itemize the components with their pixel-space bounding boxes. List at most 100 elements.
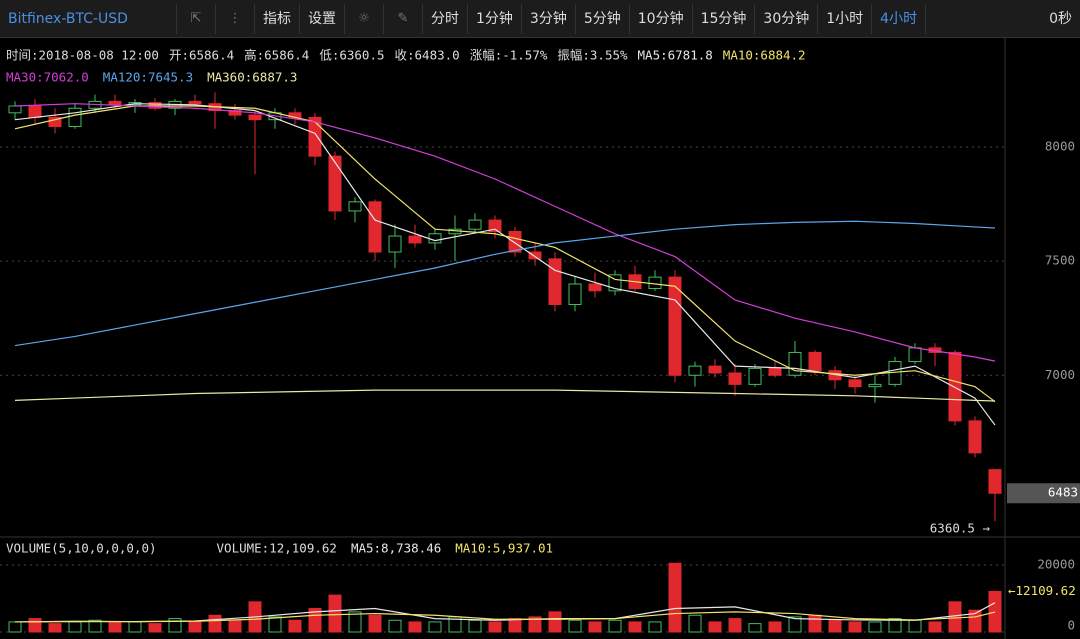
candle-body	[968, 420, 982, 454]
volume-bar	[628, 621, 642, 633]
symbol[interactable]: Bitfinex-BTC-USD	[0, 3, 177, 34]
candle-body	[608, 274, 622, 292]
candle-body	[528, 251, 542, 260]
candle-body	[788, 351, 802, 376]
ma-line	[14, 103, 996, 426]
period-button[interactable]: 4小时	[872, 3, 927, 34]
volume-bar	[748, 623, 762, 633]
volume-bar	[528, 616, 542, 633]
candle-body	[648, 276, 662, 290]
candle-body	[508, 230, 522, 253]
period-button[interactable]: 分时	[423, 3, 468, 34]
volume-bar	[208, 614, 222, 633]
volume-bar	[728, 618, 742, 633]
volume-bar	[88, 619, 102, 633]
volume-bar	[588, 621, 602, 633]
ma-legend: MA360:6887.3	[207, 70, 297, 85]
volume-legend: MA5:8,738.46	[351, 541, 441, 556]
volume-bar	[468, 619, 482, 633]
volume-bar	[148, 623, 162, 633]
chart: 时间:2018-08-08 12:00 开:6586.4 高:6586.4 低:636…	[0, 38, 1080, 639]
candle-body	[668, 276, 682, 376]
info-text: 振幅:3.55%	[557, 48, 628, 63]
candle-body	[228, 110, 242, 116]
period-button[interactable]: 1分钟	[468, 3, 522, 34]
volume-bar	[508, 618, 522, 633]
ma-line	[14, 389, 996, 402]
timer: 0秒	[1049, 10, 1072, 27]
volume-bar	[408, 621, 422, 633]
ma-line	[14, 220, 996, 347]
ma-line	[14, 103, 996, 362]
candle-body	[348, 201, 362, 212]
candle-body	[548, 258, 562, 306]
volume-bar	[228, 619, 242, 633]
volume-bar	[548, 611, 562, 633]
theme-icon[interactable]: ☼	[345, 3, 384, 34]
volume-bar	[108, 622, 122, 633]
period-button[interactable]: 1小时	[818, 3, 873, 34]
volume-last: ←12109.62	[1008, 583, 1076, 598]
volume-bar	[988, 590, 1002, 633]
period-button[interactable]: 5分钟	[576, 3, 630, 34]
candle-body	[748, 367, 762, 385]
info-text: 低:6360.5	[319, 48, 384, 63]
volume-legend: VOLUME:12,109.62	[217, 541, 337, 556]
info-text: 开:6586.4	[169, 48, 234, 63]
volume-bar	[348, 611, 362, 633]
candle-body	[768, 367, 782, 376]
toolbar-button[interactable]: 设置	[300, 3, 345, 34]
volume-ma-line	[14, 611, 996, 623]
volume-bar	[308, 608, 322, 633]
volume-bar	[288, 619, 302, 633]
ma-legend: MA120:7645.3	[103, 70, 193, 85]
volume-bar	[128, 621, 142, 633]
volume-bar	[908, 619, 922, 633]
candle-body	[308, 116, 322, 157]
volume-legend: VOLUME(5,10,0,0,0,0)	[6, 541, 157, 556]
candle-body	[48, 116, 62, 128]
candle-body	[328, 155, 342, 212]
candle-body	[368, 201, 382, 253]
volume-bar	[188, 621, 202, 633]
volume-bar	[828, 619, 842, 633]
period-button[interactable]: 3分钟	[522, 3, 576, 34]
volume-bar	[368, 614, 382, 633]
period-button[interactable]: 15分钟	[693, 3, 756, 34]
volume-bar	[888, 618, 902, 633]
volume-bar	[648, 621, 662, 633]
candle-body	[868, 383, 882, 388]
candle-body	[908, 347, 922, 363]
toolbar-button[interactable]: 指标	[255, 3, 300, 34]
volume-bar	[328, 594, 342, 633]
y-tick-label: 20000	[1037, 556, 1075, 571]
candle-body	[708, 365, 722, 374]
draw-icon[interactable]: ✎	[384, 3, 423, 34]
candle-body	[8, 105, 22, 114]
low-marker: 6360.5 →	[930, 521, 991, 536]
y-tick-label: 7000	[1045, 367, 1075, 382]
volume-bar	[608, 619, 622, 633]
ma-legend: MA5:6781.8	[638, 48, 713, 63]
info-text: 涨幅:-1.57%	[470, 48, 548, 63]
y-tick-label: 8000	[1045, 139, 1075, 154]
volume-bar	[928, 621, 942, 633]
more-icon[interactable]: ⋮	[216, 3, 255, 34]
volume-bar	[388, 619, 402, 633]
volume-bar	[568, 619, 582, 633]
volume-bar	[948, 601, 962, 633]
candle-body	[188, 100, 202, 105]
candle-body	[428, 233, 442, 244]
candle-body	[848, 379, 862, 388]
volume-bar	[688, 614, 702, 633]
volume-bar	[808, 614, 822, 633]
period-button[interactable]: 30分钟	[755, 3, 819, 34]
volume-bar	[28, 618, 42, 633]
period-button[interactable]: 10分钟	[630, 3, 693, 34]
volume-bar	[768, 621, 782, 633]
candle-body	[808, 351, 822, 372]
candle-body	[248, 114, 262, 121]
expand-icon[interactable]: ⇱	[177, 3, 216, 34]
candle-body	[568, 283, 582, 306]
